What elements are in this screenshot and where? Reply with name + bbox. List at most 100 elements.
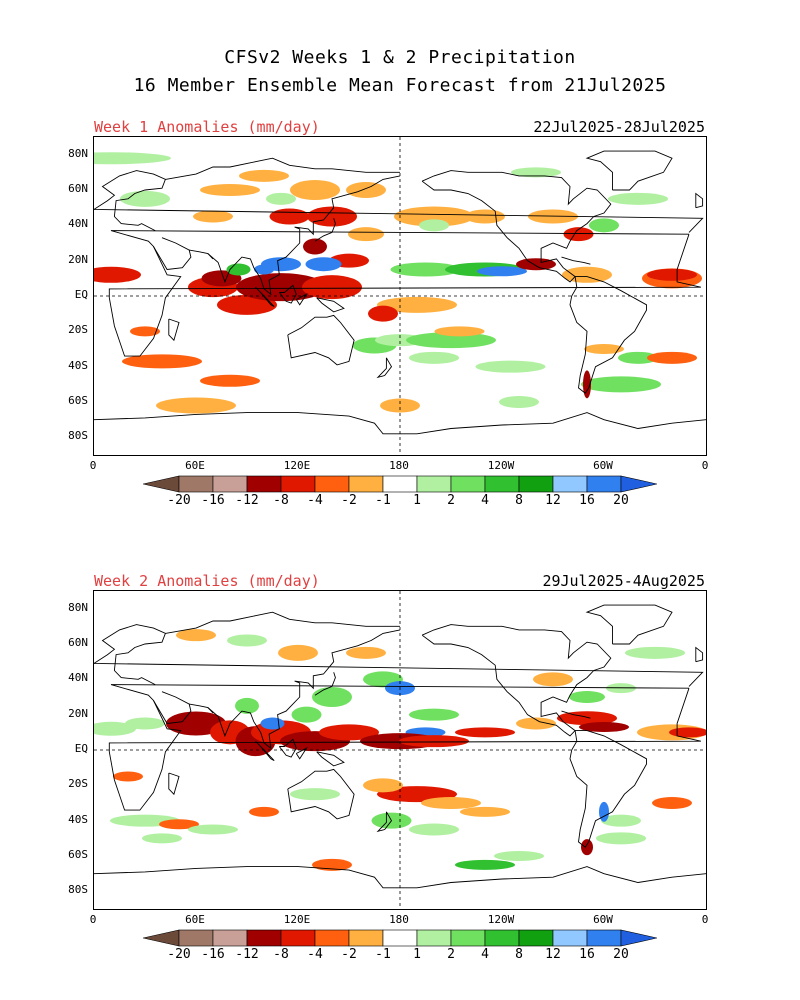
coastline [168,318,180,342]
colorbar-label: -1 [375,493,391,508]
anomaly-region [409,823,459,836]
anomaly-region [254,264,274,275]
colorbar-swatch [484,475,520,493]
anomaly-region [159,819,199,830]
anomaly-region [122,354,202,369]
lon-label: 180 [389,459,409,472]
lat-label: 40N [68,671,88,685]
anomaly-region [260,717,285,730]
anomaly-region [200,374,260,387]
colorbar-label: 8 [515,493,523,508]
colorbar-swatch [450,475,486,493]
anomaly-region [302,275,362,300]
lat-label: 80S [68,429,88,443]
lat-label: 20S [68,323,88,337]
coastline [376,357,393,379]
anomaly-region [377,296,457,313]
anomaly-region [363,778,403,793]
coastline [165,157,400,180]
coastline [153,691,192,724]
colorbar-label: 1 [413,947,421,962]
colorbar-label: 1 [413,493,421,508]
lon-label: 120W [487,913,515,926]
anomaly-region [303,238,327,255]
week1-colorbar [143,475,657,493]
colorbar-min-triangle [143,929,180,947]
anomaly-region [94,721,136,736]
colorbar-label: -16 [201,493,225,508]
coastline [314,218,336,242]
anomaly-region [652,797,692,809]
anomaly-region [421,797,481,809]
colorbar-swatch [280,929,316,947]
coastline [94,170,704,233]
colorbar-label: -4 [307,493,323,508]
colorbar-label: 4 [481,493,489,508]
anomaly-region [235,697,259,714]
anomaly-region [601,814,641,827]
anomaly-region [290,788,340,801]
anomaly-region [625,646,685,659]
lon-label: 60W [593,459,613,472]
anomaly-region [290,180,340,200]
week2-colorbar [143,929,657,947]
colorbar-swatch [416,929,452,947]
lon-label: 0 [701,913,709,926]
coastline [585,604,673,645]
coastline [695,646,704,663]
coastline [561,710,591,719]
anomaly-region [291,706,322,723]
colorbar-swatch [518,929,554,947]
anomaly-region [346,646,386,659]
week2-title: Week 2 Anomalies (mm/day) [94,572,320,590]
anomaly-region [494,851,544,861]
anomaly-region [562,266,612,283]
anomaly-region [399,735,469,748]
anomaly-region [305,257,342,272]
lon-label: 60E [185,459,205,472]
week1-map-svg [94,137,706,455]
anomaly-region [239,169,289,182]
main-title: CFSv2 Weeks 1 & 2 Precipitation [224,47,576,68]
anomaly-region [589,218,619,233]
coastline [189,629,401,750]
week2-dates: 29Jul2025-4Aug2025 [542,572,705,590]
anomaly-region [188,824,238,835]
colorbar-swatch [246,929,282,947]
colorbar-swatch [552,929,588,947]
colorbar-label: -2 [341,947,357,962]
coastline [314,672,336,696]
anomaly-region [394,206,474,227]
coastline [255,740,275,761]
coastline [569,276,647,394]
colorbar-swatch [484,929,520,947]
colorbar-label: -8 [273,493,289,508]
coastline [561,256,591,265]
anomaly-region [236,273,326,302]
coastline [695,192,704,209]
anomaly-region [406,332,496,349]
anomaly-region [94,152,171,165]
anomaly-region [511,167,561,178]
week1-dates: 22Jul2025-28Jul2025 [533,118,705,136]
coastline [376,811,393,833]
week2-map-svg [94,591,706,909]
colorbar-swatch [382,475,418,493]
lat-label: 60N [68,182,88,195]
anomaly-region [569,691,605,703]
coastline [295,747,308,760]
colorbar-label: -4 [307,947,323,962]
anomaly-region [581,839,593,856]
colorbar-label: -16 [201,947,225,962]
anomaly-region [307,206,357,227]
colorbar-swatch [518,475,554,493]
coastline [153,237,192,270]
lat-label: EQ [74,288,88,301]
anomaly-region [278,644,318,661]
colorbar-label: -12 [235,947,259,962]
colorbar-max-triangle [620,929,657,947]
colorbar-label: 8 [515,947,523,962]
anomaly-region [647,268,697,281]
anomaly-region [563,227,594,242]
lon-label: 60E [185,913,205,926]
